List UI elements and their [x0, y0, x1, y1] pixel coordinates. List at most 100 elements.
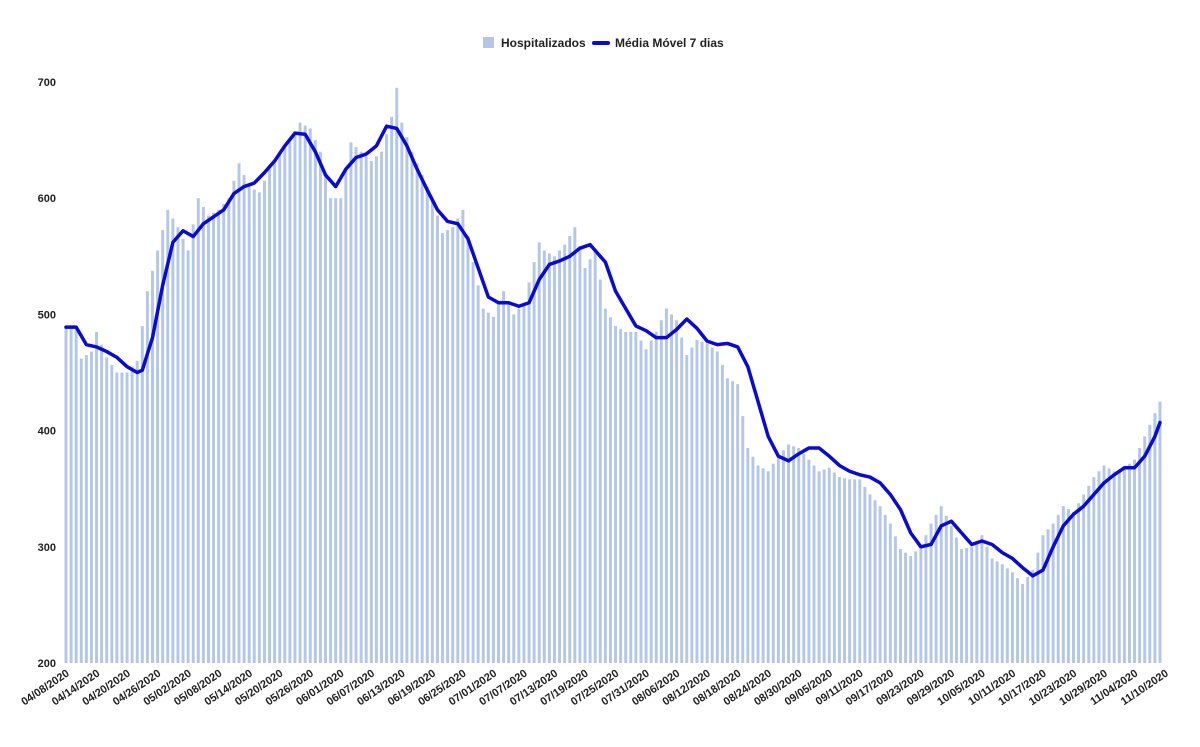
- bar-hospitalizados: [939, 506, 943, 663]
- bar-hospitalizados: [425, 186, 429, 663]
- y-axis: 200 300 400 500 600 700: [38, 77, 56, 670]
- bar-hospitalizados: [1041, 535, 1045, 663]
- bar-hospitalizados: [130, 366, 134, 663]
- bar-hospitalizados: [247, 186, 251, 663]
- bar-hospitalizados: [278, 151, 282, 663]
- bar-hospitalizados: [751, 456, 755, 663]
- y-tick-label: 200: [38, 658, 56, 670]
- bar-hospitalizados: [664, 308, 668, 663]
- bars-layer: [64, 87, 1162, 664]
- bar-hospitalizados: [980, 535, 984, 663]
- bar-hospitalizados: [822, 469, 826, 663]
- bar-hospitalizados: [232, 180, 236, 663]
- bar-hospitalizados: [1122, 467, 1126, 663]
- bar-hospitalizados: [161, 230, 165, 663]
- bar-hospitalizados: [1112, 471, 1116, 663]
- bar-hospitalizados: [726, 378, 729, 663]
- bar-hospitalizados: [95, 331, 98, 663]
- bar-hospitalizados: [196, 198, 200, 663]
- bar-hospitalizados: [970, 546, 974, 663]
- bar-hospitalizados: [293, 131, 297, 663]
- bar-hospitalizados: [324, 174, 327, 663]
- bar-hospitalizados: [471, 262, 475, 663]
- bar-hospitalizados: [79, 358, 83, 663]
- bar-hospitalizados: [385, 134, 389, 664]
- bar-hospitalizados: [364, 156, 368, 663]
- y-tick-label: 400: [38, 426, 56, 438]
- bar-hospitalizados: [334, 198, 338, 663]
- bar-hospitalizados: [797, 448, 801, 663]
- bar-hospitalizados: [670, 314, 673, 663]
- bar-hospitalizados: [1000, 564, 1004, 663]
- bar-hospitalizados: [125, 372, 129, 663]
- bar-hospitalizados: [578, 247, 582, 663]
- bar-hospitalizados: [888, 523, 892, 663]
- bar-hospitalizados: [1138, 448, 1142, 663]
- bar-hospitalizados: [374, 156, 378, 663]
- bar-hospitalizados: [705, 343, 709, 663]
- bar-hospitalizados: [1158, 401, 1162, 663]
- bar-hospitalizados: [237, 163, 241, 663]
- bar-hospitalizados: [771, 463, 775, 663]
- bar-hospitalizados: [313, 140, 317, 664]
- bar-hospitalizados: [486, 312, 490, 663]
- bar-hospitalizados: [283, 145, 287, 663]
- bar-hospitalizados: [817, 471, 821, 663]
- bar-hospitalizados: [1127, 463, 1131, 663]
- bar-hospitalizados: [257, 192, 261, 663]
- bar-hospitalizados: [1005, 568, 1009, 663]
- bar-hospitalizados: [873, 500, 877, 663]
- bar-hospitalizados: [639, 340, 643, 663]
- bar-hospitalizados: [227, 198, 231, 663]
- bar-hospitalizados: [680, 337, 684, 663]
- bar-hospitalizados: [603, 308, 607, 663]
- bar-hospitalizados: [960, 549, 964, 663]
- bar-hospitalizados: [1148, 424, 1152, 663]
- bar-hospitalizados: [868, 494, 872, 663]
- bar-hospitalizados: [1026, 577, 1030, 663]
- bar-hospitalizados: [1046, 529, 1050, 663]
- bar-hospitalizados: [1077, 503, 1081, 663]
- bar-hospitalizados: [934, 514, 938, 663]
- bar-hospitalizados: [476, 285, 480, 663]
- bar-hospitalizados: [949, 525, 953, 663]
- bar-hospitalizados: [339, 198, 343, 663]
- bar-hospitalizados: [1010, 572, 1014, 663]
- bar-hospitalizados: [1031, 570, 1035, 663]
- bar-hospitalizados: [1021, 583, 1025, 663]
- bar-hospitalizados: [1072, 511, 1075, 663]
- bar-hospitalizados: [100, 344, 104, 663]
- bar-hospitalizados: [252, 189, 256, 664]
- bar-hospitalizados: [532, 262, 536, 663]
- bar-hospitalizados: [369, 161, 373, 663]
- bar-hospitalizados: [741, 416, 745, 663]
- legend: Hospitalizados Média Móvel 7 dias: [483, 36, 724, 50]
- bar-hospitalizados: [853, 479, 857, 663]
- bar-hospitalizados: [491, 316, 495, 663]
- bar-hospitalizados: [1097, 471, 1101, 663]
- bar-hospitalizados: [400, 122, 404, 664]
- bar-hospitalizados: [349, 142, 353, 664]
- bar-hospitalizados: [944, 516, 948, 663]
- bar-hospitalizados: [629, 331, 633, 663]
- bar-hospitalizados: [497, 303, 500, 663]
- bar-hospitalizados: [176, 227, 180, 663]
- bar-hospitalizados: [644, 349, 648, 663]
- bar-hospitalizados: [1153, 413, 1157, 663]
- x-axis: 04/08/202004/14/202004/20/202004/26/2020…: [19, 668, 1170, 709]
- bar-hospitalizados: [145, 291, 149, 663]
- bar-hospitalizados: [1061, 506, 1065, 663]
- bar-hospitalizados: [924, 535, 928, 663]
- bar-hospitalizados: [695, 339, 699, 663]
- bar-hospitalizados: [995, 561, 999, 663]
- bar-hospitalizados: [1066, 509, 1070, 663]
- bar-hospitalizados: [1107, 468, 1111, 663]
- y-tick-label: 600: [38, 193, 56, 205]
- bar-hospitalizados: [792, 446, 796, 663]
- bar-hospitalizados: [568, 235, 572, 663]
- bar-hospitalizados: [588, 259, 592, 663]
- bar-hospitalizados: [410, 151, 414, 663]
- bar-hospitalizados: [461, 209, 465, 663]
